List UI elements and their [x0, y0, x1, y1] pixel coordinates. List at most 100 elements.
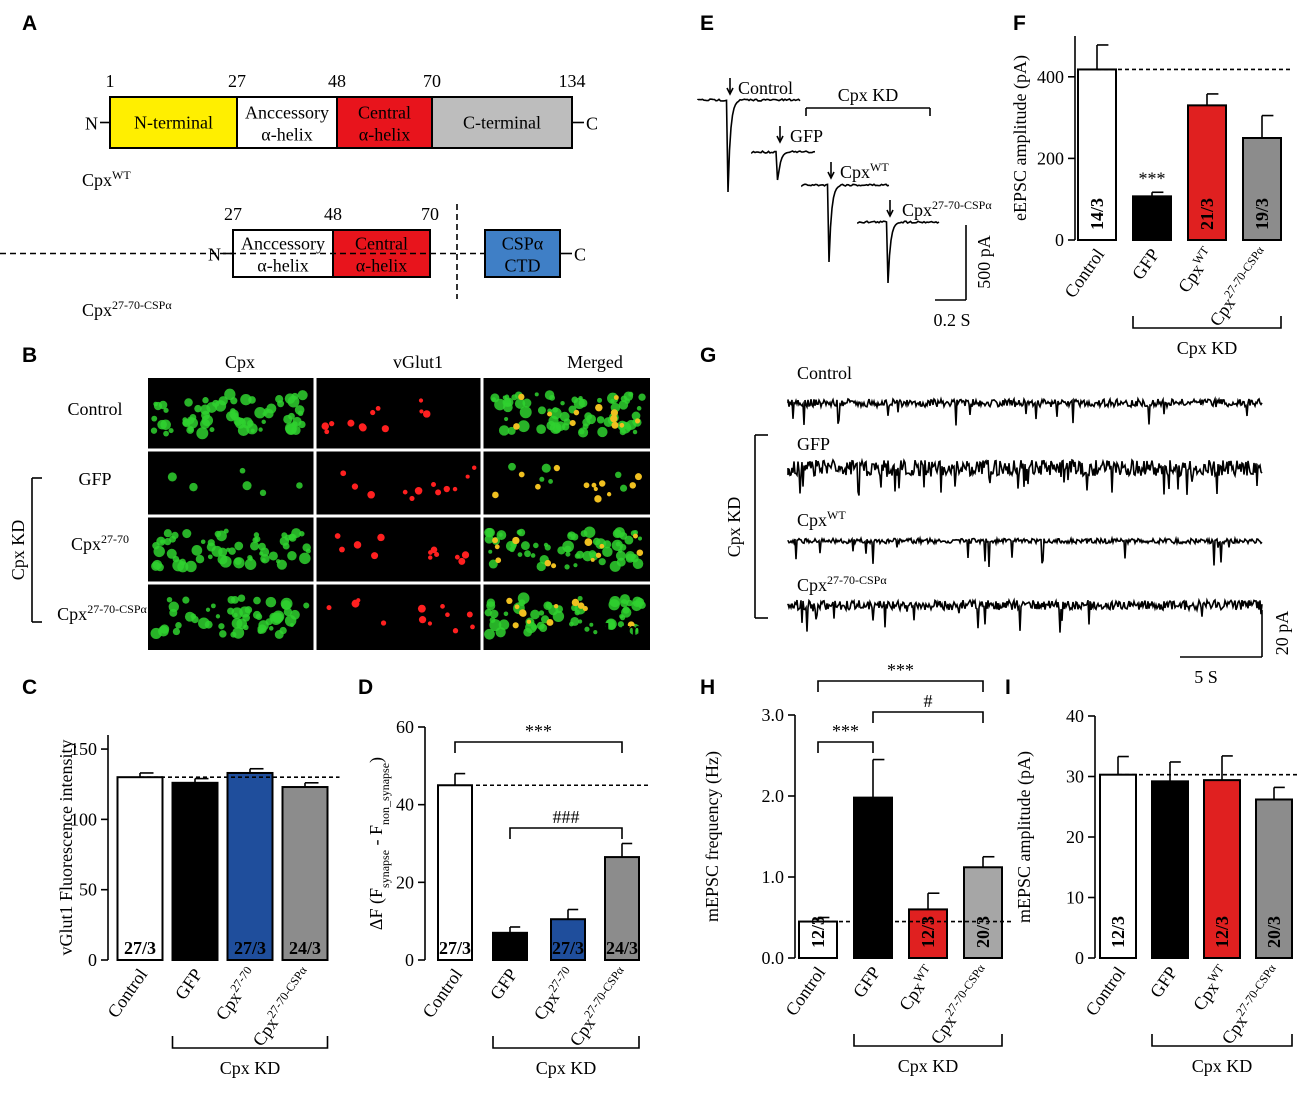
bar	[492, 931, 528, 961]
green-puncta	[260, 553, 270, 564]
green-puncta	[195, 554, 205, 564]
y-axis-label: mEPSC frequency (Hz)	[702, 751, 723, 922]
green-puncta	[270, 613, 283, 625]
red-puncta	[417, 604, 426, 613]
green-puncta	[167, 472, 177, 482]
panel-label: I	[1005, 676, 1011, 699]
red-puncta	[634, 473, 642, 481]
green-puncta	[233, 612, 238, 618]
red-puncta	[466, 611, 473, 618]
x-tick-label: GFP	[849, 963, 884, 1002]
green-puncta	[504, 416, 509, 422]
green-puncta	[205, 607, 211, 612]
column-header: Cpx	[225, 352, 255, 372]
red-puncta	[445, 612, 450, 618]
residue-number: 27	[224, 204, 242, 224]
green-puncta	[489, 617, 496, 623]
green-puncta	[509, 546, 515, 553]
x-tick-label-reset: ​	[991, 972, 992, 973]
y-tick-label: 1.0	[762, 867, 785, 887]
y-axis-label-part: mEPSC frequency (Hz)	[702, 751, 723, 922]
x-tick-label: Cpx27-70-CSPα ​	[1204, 243, 1274, 330]
bar	[908, 908, 948, 960]
green-puncta	[580, 530, 588, 537]
x-tick-label-part: GFP	[171, 965, 206, 1004]
green-puncta	[573, 563, 578, 568]
green-puncta	[552, 407, 559, 413]
green-puncta	[565, 551, 571, 557]
green-puncta	[488, 549, 493, 554]
mini-trace	[787, 457, 1263, 496]
domain-label: C-terminal	[463, 113, 541, 133]
red-puncta	[454, 554, 460, 560]
red-puncta	[582, 606, 588, 612]
red-puncta	[381, 425, 389, 433]
green-puncta	[517, 592, 530, 605]
green-puncta	[597, 426, 608, 438]
group-label: Cpx KD	[220, 1058, 281, 1078]
green-puncta	[619, 544, 627, 551]
green-puncta	[596, 416, 605, 424]
trace-label-part: Cpx	[797, 575, 827, 595]
green-puncta	[175, 622, 182, 629]
green-puncta	[498, 619, 510, 631]
green-puncta	[514, 398, 526, 409]
green-puncta	[563, 418, 571, 426]
red-puncta	[377, 533, 385, 542]
residue-number: 48	[324, 204, 342, 224]
trace-label-part: WT	[827, 508, 846, 522]
y-tick-label: 0.0	[762, 948, 785, 968]
red-puncta	[553, 464, 561, 472]
red-puncta	[347, 419, 355, 427]
green-puncta	[214, 530, 222, 538]
green-puncta	[284, 615, 297, 627]
green-puncta	[259, 489, 267, 497]
red-puncta	[606, 492, 612, 497]
green-puncta	[488, 559, 498, 569]
y-tick-label: 60	[396, 717, 414, 737]
n-label: 25/3	[179, 938, 211, 958]
divider	[148, 581, 650, 585]
row-label-part: Control	[67, 399, 122, 419]
green-puncta	[163, 529, 172, 538]
green-puncta	[172, 627, 181, 636]
green-puncta	[517, 552, 523, 557]
red-puncta	[599, 543, 605, 549]
trace	[857, 220, 940, 284]
column-header: vGlut1	[393, 352, 443, 372]
green-puncta	[182, 596, 190, 604]
panel-label: F	[1013, 12, 1026, 35]
trace-label: CpxWT​	[840, 160, 889, 182]
green-puncta	[597, 397, 603, 403]
red-puncta	[611, 421, 619, 429]
green-puncta	[484, 628, 495, 640]
green-puncta	[574, 609, 581, 616]
group-bracket	[492, 1036, 640, 1049]
green-puncta	[275, 559, 281, 564]
green-puncta	[212, 399, 220, 408]
red-puncta	[495, 557, 502, 564]
x-tick-label: CpxWT ​	[1187, 961, 1233, 1014]
x-tick-label-part: Control	[418, 965, 466, 1022]
bar	[281, 786, 329, 961]
green-puncta	[223, 528, 229, 534]
y-tick-label: 100	[70, 809, 97, 829]
bar	[1255, 798, 1293, 959]
x-tick-label: CpxWT ​	[1172, 243, 1218, 296]
green-puncta	[520, 541, 530, 551]
red-puncta	[544, 559, 552, 567]
red-puncta	[571, 598, 580, 607]
green-puncta	[198, 617, 210, 629]
green-puncta	[525, 621, 537, 634]
y-tick-label: 0	[405, 950, 414, 970]
green-puncta	[265, 596, 277, 608]
x-tick-label-part: 27-70-CSPα	[1233, 961, 1279, 1018]
y-tick-label: 150	[70, 739, 97, 759]
x-tick-label-part: Cpx	[1174, 260, 1208, 296]
bar	[1203, 779, 1241, 959]
green-puncta	[534, 392, 539, 397]
significance-bracket	[509, 827, 623, 839]
red-puncta	[492, 537, 498, 544]
green-puncta	[253, 596, 261, 605]
trace-label: GFP	[797, 434, 830, 454]
